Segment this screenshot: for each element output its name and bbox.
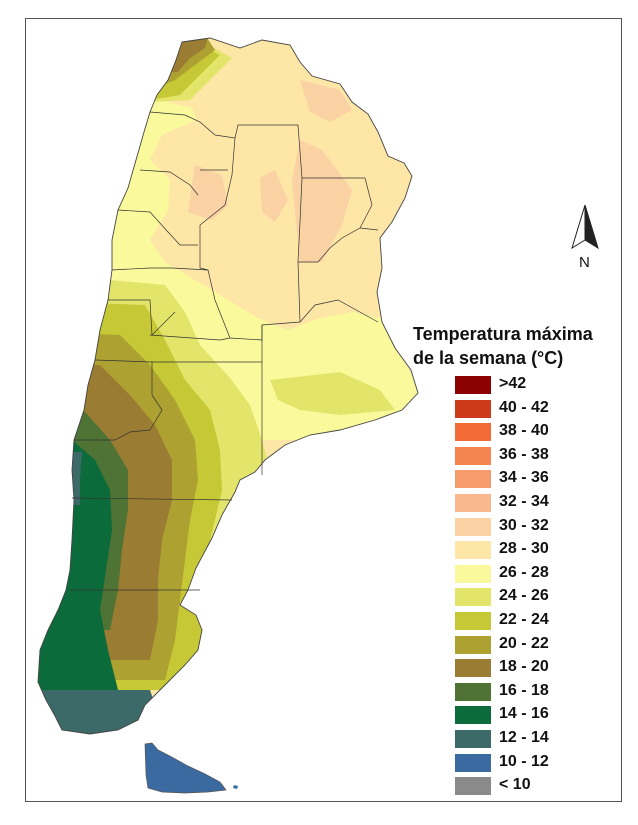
province-borders <box>70 111 379 591</box>
tierra-del-fuego <box>144 742 227 794</box>
legend-swatch <box>455 729 491 748</box>
legend-swatch <box>455 659 491 678</box>
argentina-outline <box>37 37 419 735</box>
legend-swatch <box>455 470 491 489</box>
legend-label: 36 - 38 <box>499 445 549 463</box>
legend-label: 28 - 30 <box>499 540 549 558</box>
legend-label: 20 - 22 <box>499 634 549 652</box>
north-arrow-icon <box>571 204 599 250</box>
legend-swatch <box>455 446 491 465</box>
legend-label: 24 - 26 <box>499 587 549 605</box>
legend-swatch <box>455 753 491 772</box>
legend-label: < 10 <box>499 776 531 794</box>
legend-swatch <box>455 706 491 725</box>
legend-label: 26 - 28 <box>499 563 549 581</box>
legend-swatch <box>455 399 491 418</box>
legend-label: 32 - 34 <box>499 492 549 510</box>
legend-swatch <box>455 376 491 394</box>
islas-malvinas-dot <box>233 785 238 789</box>
legend-swatch <box>455 588 491 607</box>
legend-label: 16 - 18 <box>499 681 549 699</box>
legend-label: 38 - 40 <box>499 422 549 440</box>
legend-label: 10 - 12 <box>499 752 549 770</box>
legend-swatch <box>455 777 491 796</box>
legend-swatch <box>455 423 491 442</box>
legend-title: Temperatura máxima de la semana (°C) <box>413 322 628 370</box>
legend-swatch <box>455 541 491 560</box>
legend-swatch <box>455 517 491 536</box>
legend-swatch <box>455 611 491 630</box>
legend-swatch <box>455 493 491 512</box>
legend-label: 18 - 20 <box>499 658 549 676</box>
legend-swatch <box>455 682 491 701</box>
legend-swatch <box>455 635 491 654</box>
legend-label: 14 - 16 <box>499 705 549 723</box>
legend-label: 34 - 36 <box>499 469 549 487</box>
legend-label: 30 - 32 <box>499 516 549 534</box>
legend-label: 22 - 24 <box>499 610 549 628</box>
north-label: N <box>579 254 590 271</box>
legend-swatch <box>455 564 491 583</box>
legend-label: >42 <box>499 375 527 392</box>
legend-label: 12 - 14 <box>499 728 549 746</box>
legend-title-line2: de la semana (°C) <box>413 348 564 368</box>
legend-title-line1: Temperatura máxima <box>413 324 593 344</box>
legend-label: 40 - 42 <box>499 398 549 416</box>
